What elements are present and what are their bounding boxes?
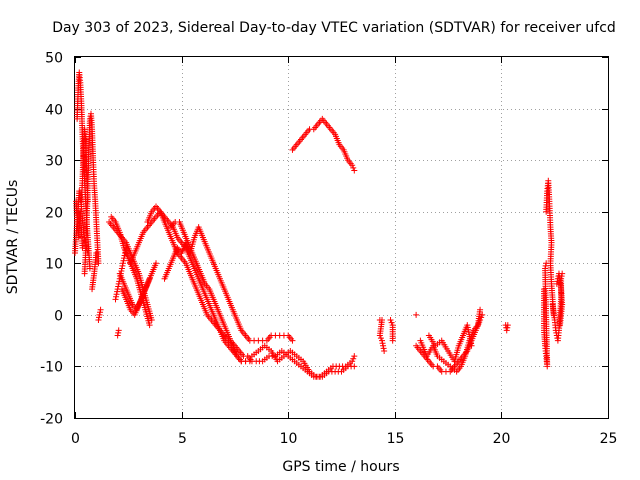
sdtvar-point	[114, 332, 121, 339]
sdtvar-point	[477, 306, 484, 313]
sdtvar-point	[380, 342, 387, 349]
sdtvar-point	[468, 342, 475, 349]
sdtvar-point	[389, 337, 396, 344]
x-tick-label: 5	[178, 431, 187, 447]
sdtvar-point	[503, 327, 510, 334]
sdtvar-point	[123, 244, 130, 251]
sdtvar-point	[86, 265, 93, 272]
sdtvar-point	[242, 358, 249, 365]
sdtvar-point	[349, 162, 356, 169]
sdtvar-point	[121, 252, 128, 259]
sdtvar-point	[118, 265, 125, 272]
sdtvar-point	[553, 280, 560, 287]
plot-frame	[74, 56, 609, 419]
x-tick-label: 20	[493, 431, 511, 447]
sdtvar-point	[379, 337, 386, 344]
sdtvar-point	[114, 288, 121, 295]
sdtvar-point	[349, 358, 356, 365]
sdtvar-point	[95, 260, 102, 267]
sdtvar-point	[115, 280, 122, 287]
plot-border	[74, 56, 609, 419]
grid-lines	[75, 57, 608, 418]
sdtvar-point	[351, 167, 358, 174]
y-tick-label: 0	[54, 309, 63, 325]
y-tick-label: -20	[40, 412, 63, 428]
x-axis-ticks: 0 5 10 15 20 25	[71, 57, 617, 447]
sdtvar-point	[289, 337, 296, 344]
sdtvar-point	[413, 311, 420, 318]
sdtvar-point	[119, 262, 126, 269]
sdtvar-point	[504, 324, 511, 331]
y-tick-label: 50	[45, 51, 63, 67]
sdtvar-point	[84, 198, 91, 205]
sdtvar-point	[113, 293, 120, 300]
sdtvar-point	[116, 278, 123, 285]
sdtvar-point	[97, 306, 104, 313]
sdtvar-point	[122, 247, 129, 254]
sdtvar-point	[93, 249, 100, 256]
x-tick-label: 15	[387, 431, 405, 447]
sdtvar-point	[79, 244, 86, 251]
y-tick-label: -10	[40, 360, 63, 376]
sdtvar-point	[387, 317, 394, 324]
sdtvar-point	[380, 345, 387, 352]
sdtvar-point	[350, 355, 357, 362]
sdtvar-point	[146, 322, 153, 329]
y-axis-ticks: -20 -10 0 10 20 30 40 50	[40, 51, 608, 428]
sdtvar-point	[350, 164, 357, 171]
sdtvar-point	[115, 283, 122, 290]
sdtvar-point	[377, 335, 384, 342]
y-tick-label: 20	[45, 206, 63, 222]
sdtvar-point	[120, 257, 127, 264]
x-tick-label: 25	[600, 431, 618, 447]
sdtvar-point	[388, 319, 395, 326]
x-axis-label: GPS time / hours	[282, 459, 399, 475]
y-tick-label: 30	[45, 154, 63, 170]
sdtvar-point	[351, 363, 358, 370]
sdtvar-point	[542, 265, 549, 272]
sdtvar-point	[112, 296, 119, 303]
y-tick-label: 10	[45, 257, 63, 273]
sdtvar-point	[121, 255, 128, 262]
sdtvar-point	[554, 278, 561, 285]
chart-title: Day 303 of 2023, Sidereal Day-to-day VTE…	[52, 20, 616, 36]
sdtvar-point	[153, 260, 160, 267]
sdtvar-point	[557, 322, 564, 329]
sdtvar-point	[148, 317, 155, 324]
sdtvar-point	[351, 353, 358, 360]
y-tick-label: 40	[45, 103, 63, 119]
x-tick-label: 10	[280, 431, 298, 447]
sdtvar-point	[95, 317, 102, 324]
y-axis-label: SDTVAR / TECUs	[5, 180, 21, 295]
sdtvar-point	[122, 249, 129, 256]
sdtvar-point	[146, 275, 153, 282]
sdtvar-point	[119, 260, 126, 267]
data-markers	[72, 69, 566, 380]
sdtvar-point	[113, 291, 120, 298]
sdtvar-point	[96, 311, 103, 318]
sdtvar-point	[376, 332, 383, 339]
sdtvar-point	[381, 347, 388, 354]
sdtvar-point	[97, 309, 104, 316]
sdtvar-point	[115, 327, 122, 334]
sdtvar-point	[504, 322, 511, 329]
sdtvar-point	[95, 314, 102, 321]
sdtvar-point	[115, 329, 122, 336]
sdtvar-point	[379, 340, 386, 347]
x-tick-label: 0	[71, 431, 80, 447]
